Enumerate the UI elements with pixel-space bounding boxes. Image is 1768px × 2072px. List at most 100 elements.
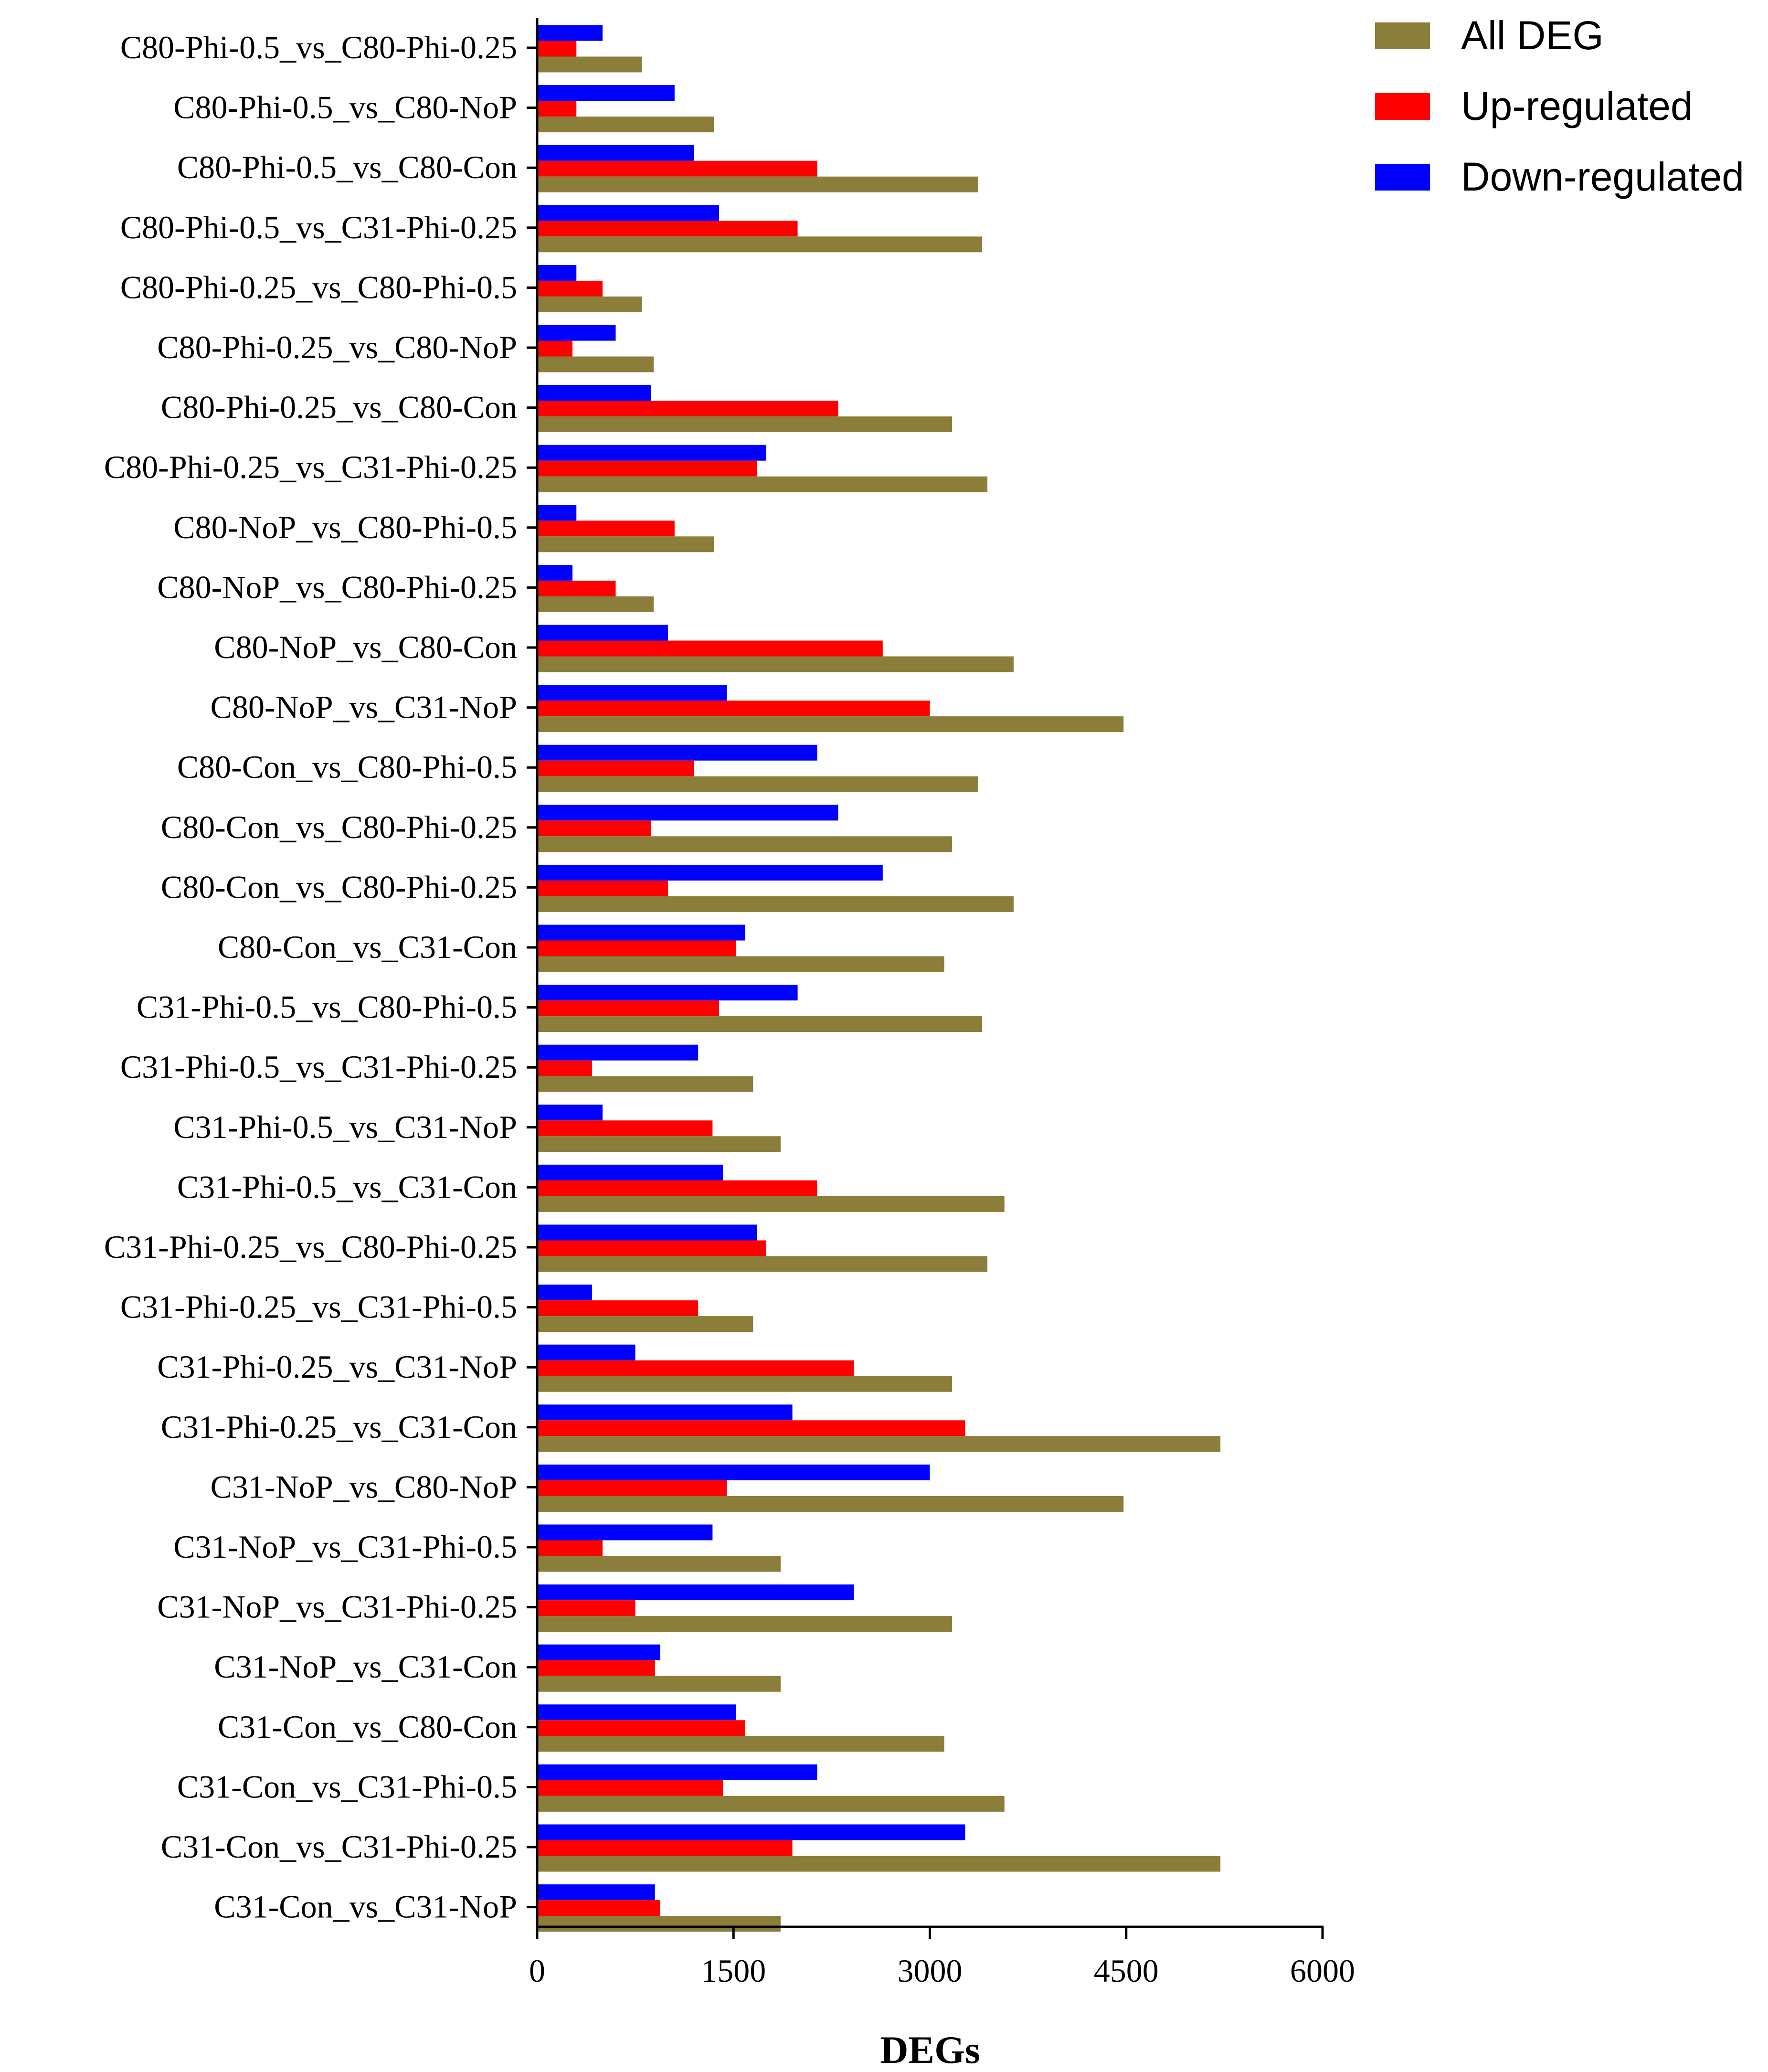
bar-all-deg-31 — [537, 1916, 781, 1932]
bar-down-regulated-8 — [537, 505, 577, 521]
bar-up-regulated-23 — [537, 1420, 965, 1436]
bar-all-deg-25 — [537, 1556, 781, 1572]
category-label: C31-Phi-0.5_vs_C31-Con — [177, 1169, 517, 1205]
bar-all-deg-14 — [537, 896, 1014, 912]
category-label: C31-NoP_vs_C31-Phi-0.25 — [157, 1589, 517, 1625]
bar-down-regulated-3 — [537, 205, 720, 221]
bar-all-deg-0 — [537, 56, 642, 73]
bar-up-regulated-9 — [537, 580, 616, 596]
bar-all-deg-10 — [537, 656, 1014, 672]
bar-down-regulated-12 — [537, 744, 817, 761]
bar-all-deg-20 — [537, 1256, 988, 1272]
bar-up-regulated-12 — [537, 760, 694, 776]
bar-all-deg-9 — [537, 596, 654, 612]
bar-down-regulated-17 — [537, 1044, 699, 1061]
bar-all-deg-5 — [537, 356, 654, 372]
bar-down-regulated-2 — [537, 145, 694, 161]
category-label: C31-Phi-0.5_vs_C31-Phi-0.25 — [120, 1049, 517, 1085]
bar-down-regulated-4 — [537, 265, 577, 281]
bar-down-regulated-22 — [537, 1344, 635, 1360]
bar-down-regulated-30 — [537, 1824, 965, 1840]
bar-all-deg-17 — [537, 1076, 753, 1092]
bar-all-deg-21 — [537, 1316, 753, 1332]
bar-up-regulated-17 — [537, 1060, 593, 1076]
category-label: C31-Con_vs_C80-Con — [218, 1709, 517, 1745]
bar-all-deg-11 — [537, 716, 1124, 733]
category-label: C80-NoP_vs_C80-Phi-0.5 — [173, 509, 517, 545]
bar-all-deg-18 — [537, 1136, 781, 1152]
bar-down-regulated-31 — [537, 1884, 655, 1901]
bar-down-regulated-0 — [537, 25, 603, 41]
category-label: C80-Phi-0.5_vs_C80-Con — [177, 149, 517, 185]
legend-swatch — [1375, 22, 1430, 49]
bar-up-regulated-24 — [537, 1480, 727, 1496]
bar-up-regulated-28 — [537, 1720, 745, 1736]
x-axis-title: DEGs — [880, 2028, 980, 2072]
bar-up-regulated-2 — [537, 160, 817, 177]
bar-up-regulated-31 — [537, 1900, 660, 1916]
bar-all-deg-13 — [537, 836, 953, 852]
bar-down-regulated-1 — [537, 85, 675, 101]
bar-up-regulated-20 — [537, 1240, 766, 1256]
bar-down-regulated-25 — [537, 1524, 713, 1541]
bar-down-regulated-6 — [537, 385, 651, 401]
bar-up-regulated-14 — [537, 880, 668, 896]
bar-group — [537, 25, 1221, 1932]
legend-swatch — [1375, 164, 1430, 191]
bar-down-regulated-28 — [537, 1704, 736, 1721]
category-label: C80-NoP_vs_C80-Phi-0.25 — [157, 569, 517, 605]
bar-down-regulated-11 — [537, 685, 727, 701]
category-label: C31-Con_vs_C31-NoP — [214, 1889, 517, 1925]
category-label: C80-Con_vs_C80-Phi-0.5 — [177, 749, 517, 785]
bar-up-regulated-27 — [537, 1660, 655, 1676]
bar-all-deg-7 — [537, 476, 988, 492]
bar-down-regulated-19 — [537, 1164, 723, 1180]
bar-all-deg-4 — [537, 296, 642, 312]
bar-up-regulated-4 — [537, 280, 603, 297]
x-tick-label: 0 — [529, 1953, 545, 1989]
category-label: C31-Phi-0.25_vs_C80-Phi-0.25 — [104, 1229, 517, 1265]
category-label: C80-Phi-0.5_vs_C80-NoP — [173, 89, 517, 126]
bar-down-regulated-16 — [537, 985, 798, 1001]
legend-label: Up-regulated — [1461, 84, 1693, 128]
bar-up-regulated-18 — [537, 1120, 713, 1137]
bar-up-regulated-22 — [537, 1360, 854, 1376]
bar-up-regulated-8 — [537, 521, 675, 537]
bar-all-deg-22 — [537, 1376, 953, 1392]
bar-all-deg-15 — [537, 956, 944, 972]
category-label: C31-Con_vs_C31-Phi-0.25 — [161, 1828, 517, 1865]
legend: All DEG Up-regulated Down-regulated — [1375, 13, 1744, 199]
category-label: C31-Phi-0.5_vs_C80-Phi-0.5 — [137, 989, 517, 1025]
bar-down-regulated-10 — [537, 625, 668, 641]
bar-all-deg-8 — [537, 536, 714, 553]
bar-down-regulated-13 — [537, 805, 838, 821]
category-label: C31-Phi-0.25_vs_C31-NoP — [157, 1349, 517, 1385]
bar-down-regulated-14 — [537, 864, 883, 881]
category-label: C31-Phi-0.5_vs_C31-NoP — [173, 1109, 517, 1145]
category-label: C80-NoP_vs_C80-Con — [214, 629, 517, 665]
legend-label: Down-regulated — [1461, 154, 1744, 199]
axes: 0 1500 3000 4500 6000 — [527, 18, 1355, 1989]
category-label: C31-NoP_vs_C31-Con — [214, 1648, 517, 1685]
bar-all-deg-24 — [537, 1496, 1124, 1512]
bar-all-deg-26 — [537, 1616, 953, 1632]
x-tick-label: 1500 — [701, 1953, 766, 1989]
category-label: C80-Con_vs_C31-Con — [218, 929, 517, 965]
bar-up-regulated-5 — [537, 340, 573, 357]
bar-down-regulated-27 — [537, 1644, 660, 1660]
bar-down-regulated-7 — [537, 445, 766, 461]
category-label: C80-Phi-0.5_vs_C31-Phi-0.25 — [120, 209, 517, 245]
bar-all-deg-27 — [537, 1676, 781, 1692]
bar-up-regulated-25 — [537, 1540, 603, 1556]
bar-all-deg-23 — [537, 1436, 1221, 1452]
category-label: C80-Phi-0.25_vs_C80-NoP — [157, 329, 517, 365]
bar-up-regulated-6 — [537, 401, 838, 417]
bar-up-regulated-1 — [537, 101, 577, 117]
category-label: C80-NoP_vs_C31-NoP — [211, 689, 517, 725]
category-label: C80-Phi-0.5_vs_C80-Phi-0.25 — [120, 29, 517, 65]
bar-all-deg-1 — [537, 117, 714, 133]
bar-all-deg-28 — [537, 1736, 944, 1752]
bar-up-regulated-30 — [537, 1840, 793, 1856]
bar-all-deg-3 — [537, 236, 983, 253]
